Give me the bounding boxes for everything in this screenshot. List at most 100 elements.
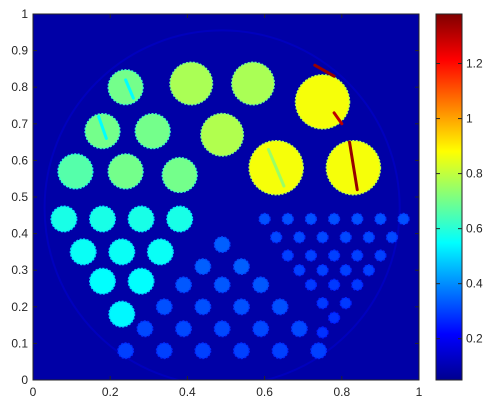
large-rod	[161, 156, 198, 194]
tiny-rod	[351, 278, 364, 291]
x-tick-label: 0	[30, 385, 37, 399]
colorbar-tick-label: 0.4	[466, 277, 483, 291]
x-axis: 0 0.2 0.4 0.6 0.8 1	[30, 14, 423, 399]
high-intensity-streak	[266, 147, 286, 188]
tiny-rod	[316, 264, 329, 277]
medium-rod	[127, 267, 155, 295]
small-rod	[175, 320, 193, 338]
small-rod	[271, 298, 289, 316]
colorbar-tick-label: 0.8	[466, 167, 483, 181]
medium-rod	[108, 300, 136, 328]
tiny-rod	[374, 249, 387, 262]
small-rod	[155, 342, 173, 360]
y-tick-label: 0.5	[11, 190, 28, 204]
colorbar-tick-label: 0.2	[466, 332, 483, 346]
medium-rod	[88, 267, 116, 295]
medium-rod	[88, 205, 116, 233]
medium-rod	[127, 205, 155, 233]
medium-rod	[50, 205, 78, 233]
x-tick-label: 1	[416, 385, 423, 399]
tiny-rod	[327, 249, 341, 262]
y-tick-label: 0.4	[11, 227, 28, 241]
medium-rod	[108, 238, 136, 266]
plot-clip-group	[33, 14, 419, 380]
small-rod	[194, 298, 212, 316]
small-rod	[213, 276, 231, 294]
small-rod	[252, 276, 270, 294]
y-axis: 0 0.1 0.2 0.3 0.4 0.5 0.6 0.7 0.8 0.9 1	[11, 7, 419, 387]
high-intensity-streak	[97, 114, 108, 140]
small-rod	[155, 298, 173, 316]
y-tick-label: 0.3	[11, 263, 28, 277]
tiny-rod	[362, 264, 375, 277]
x-tick-label: 0.2	[102, 385, 119, 399]
medium-rod	[166, 205, 194, 233]
x-tick-label: 0.8	[333, 385, 350, 399]
y-tick-label: 0.9	[11, 44, 28, 58]
tiny-rod	[339, 231, 352, 244]
x-tick-label: 0.6	[256, 385, 273, 399]
small-rod	[194, 342, 212, 360]
medium-rod	[69, 238, 97, 266]
medium-rod	[146, 238, 174, 266]
tiny-rod	[281, 212, 294, 226]
small-rod	[271, 342, 289, 360]
large-rod	[231, 61, 276, 106]
large-rod	[200, 112, 245, 157]
tiny-rod	[339, 264, 352, 277]
small-rod	[310, 342, 328, 360]
large-rod	[134, 112, 171, 150]
y-tick-label: 0	[21, 373, 28, 387]
tiny-rod	[316, 231, 329, 244]
small-rod	[290, 320, 308, 338]
plot-area	[32, 13, 420, 381]
tiny-rod	[327, 278, 341, 291]
high-intensity-streak	[124, 78, 135, 100]
tiny-rod	[304, 249, 318, 262]
small-rod	[232, 342, 250, 360]
tiny-rod	[351, 212, 364, 226]
tiny-rod	[351, 249, 364, 262]
tiny-rod	[270, 231, 283, 244]
small-rod	[232, 298, 250, 316]
heatmap-background	[33, 14, 419, 380]
tiny-rod	[374, 212, 387, 226]
large-rod	[107, 69, 144, 106]
small-rod	[175, 276, 193, 294]
colorbar-tick-label: 0.6	[466, 222, 483, 236]
tiny-rod	[258, 212, 271, 226]
colorbar: 0.2 0.4 0.6 0.8 1 1.2	[435, 13, 483, 381]
tiny-rod	[316, 296, 329, 310]
large-rod	[169, 61, 214, 106]
y-tick-label: 0.7	[11, 117, 28, 131]
high-intensity-streak	[313, 63, 336, 78]
colorbar-gradient	[436, 14, 462, 380]
high-intensity-streak	[348, 140, 359, 192]
y-tick-label: 0.2	[11, 300, 28, 314]
large-rod	[57, 153, 94, 190]
colorbar-frame	[435, 13, 463, 381]
small-rod	[136, 320, 154, 338]
tiny-rod	[397, 212, 410, 226]
tiny-rod	[327, 311, 341, 324]
colorbar-tick-label: 1.2	[466, 57, 483, 71]
colorbar-tick-label: 1	[466, 112, 473, 126]
tiny-rod	[327, 212, 341, 226]
small-rod	[194, 258, 212, 276]
tiny-rod	[316, 326, 329, 339]
tiny-rod	[293, 231, 306, 244]
x-tick-label: 0.4	[179, 385, 196, 399]
high-intensity-streak	[332, 111, 344, 126]
y-tick-label: 0.8	[11, 80, 28, 94]
y-tick-label: 1	[21, 7, 28, 21]
small-rod	[213, 236, 231, 254]
small-rod	[252, 320, 270, 338]
tiny-rod	[304, 278, 318, 291]
tiny-rod	[281, 249, 294, 262]
phantom-outline	[43, 29, 401, 380]
tiny-rod	[304, 212, 318, 226]
tiny-rod	[293, 264, 306, 277]
small-rod	[117, 342, 135, 360]
large-rod	[107, 153, 144, 190]
